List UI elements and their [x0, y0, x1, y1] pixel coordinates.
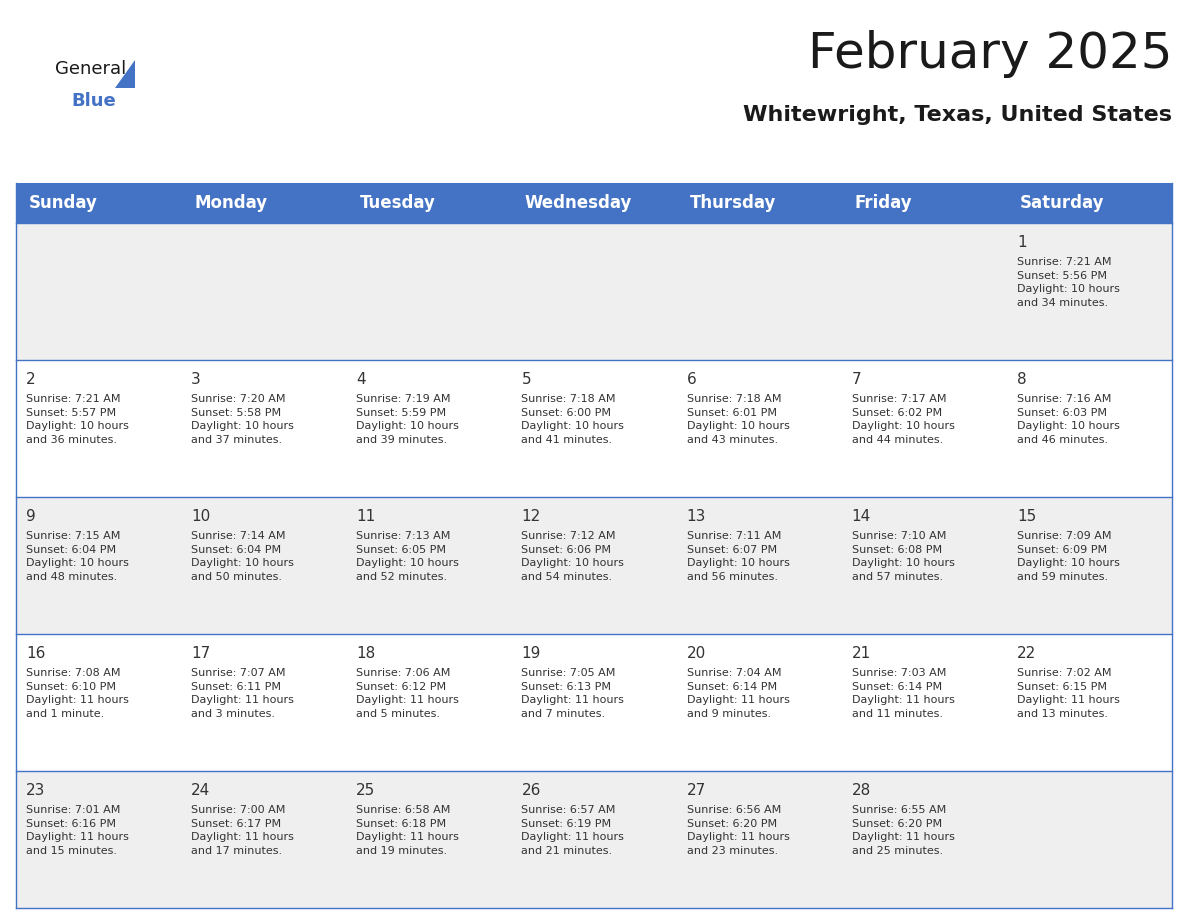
Text: 11: 11: [356, 509, 375, 524]
Text: Blue: Blue: [71, 92, 115, 110]
FancyBboxPatch shape: [15, 360, 1173, 497]
Text: Sunrise: 7:18 AM
Sunset: 6:00 PM
Daylight: 10 hours
and 41 minutes.: Sunrise: 7:18 AM Sunset: 6:00 PM Dayligh…: [522, 394, 625, 445]
Text: Sunrise: 7:09 AM
Sunset: 6:09 PM
Daylight: 10 hours
and 59 minutes.: Sunrise: 7:09 AM Sunset: 6:09 PM Dayligh…: [1017, 531, 1120, 582]
Text: Sunrise: 6:57 AM
Sunset: 6:19 PM
Daylight: 11 hours
and 21 minutes.: Sunrise: 6:57 AM Sunset: 6:19 PM Dayligh…: [522, 805, 625, 856]
Text: 9: 9: [26, 509, 36, 524]
Text: February 2025: February 2025: [808, 30, 1173, 78]
Text: Sunrise: 7:05 AM
Sunset: 6:13 PM
Daylight: 11 hours
and 7 minutes.: Sunrise: 7:05 AM Sunset: 6:13 PM Dayligh…: [522, 668, 625, 719]
Text: 10: 10: [191, 509, 210, 524]
Text: 26: 26: [522, 783, 541, 798]
Text: 1: 1: [1017, 235, 1026, 250]
Text: Sunrise: 7:10 AM
Sunset: 6:08 PM
Daylight: 10 hours
and 57 minutes.: Sunrise: 7:10 AM Sunset: 6:08 PM Dayligh…: [852, 531, 955, 582]
Text: Sunrise: 7:20 AM
Sunset: 5:58 PM
Daylight: 10 hours
and 37 minutes.: Sunrise: 7:20 AM Sunset: 5:58 PM Dayligh…: [191, 394, 293, 445]
Text: 20: 20: [687, 646, 706, 661]
Text: Sunrise: 7:15 AM
Sunset: 6:04 PM
Daylight: 10 hours
and 48 minutes.: Sunrise: 7:15 AM Sunset: 6:04 PM Dayligh…: [26, 531, 128, 582]
Text: General: General: [55, 60, 126, 78]
Text: Monday: Monday: [195, 194, 267, 212]
Text: 5: 5: [522, 372, 531, 387]
FancyBboxPatch shape: [15, 634, 1173, 771]
Text: Sunrise: 7:04 AM
Sunset: 6:14 PM
Daylight: 11 hours
and 9 minutes.: Sunrise: 7:04 AM Sunset: 6:14 PM Dayligh…: [687, 668, 790, 719]
Text: 19: 19: [522, 646, 541, 661]
Text: 14: 14: [852, 509, 871, 524]
Text: 13: 13: [687, 509, 706, 524]
Text: 25: 25: [356, 783, 375, 798]
Text: Sunrise: 7:01 AM
Sunset: 6:16 PM
Daylight: 11 hours
and 15 minutes.: Sunrise: 7:01 AM Sunset: 6:16 PM Dayligh…: [26, 805, 128, 856]
Text: 18: 18: [356, 646, 375, 661]
Text: Wednesday: Wednesday: [525, 194, 632, 212]
Text: Saturday: Saturday: [1020, 194, 1105, 212]
Text: 4: 4: [356, 372, 366, 387]
Text: Sunrise: 7:03 AM
Sunset: 6:14 PM
Daylight: 11 hours
and 11 minutes.: Sunrise: 7:03 AM Sunset: 6:14 PM Dayligh…: [852, 668, 955, 719]
Text: Sunrise: 7:07 AM
Sunset: 6:11 PM
Daylight: 11 hours
and 3 minutes.: Sunrise: 7:07 AM Sunset: 6:11 PM Dayligh…: [191, 668, 293, 719]
Text: Tuesday: Tuesday: [360, 194, 435, 212]
Text: 22: 22: [1017, 646, 1036, 661]
FancyBboxPatch shape: [15, 183, 1173, 223]
Text: Sunrise: 7:12 AM
Sunset: 6:06 PM
Daylight: 10 hours
and 54 minutes.: Sunrise: 7:12 AM Sunset: 6:06 PM Dayligh…: [522, 531, 625, 582]
Text: 7: 7: [852, 372, 861, 387]
Text: 12: 12: [522, 509, 541, 524]
Text: 23: 23: [26, 783, 45, 798]
Text: Sunrise: 7:13 AM
Sunset: 6:05 PM
Daylight: 10 hours
and 52 minutes.: Sunrise: 7:13 AM Sunset: 6:05 PM Dayligh…: [356, 531, 459, 582]
Text: Sunrise: 7:06 AM
Sunset: 6:12 PM
Daylight: 11 hours
and 5 minutes.: Sunrise: 7:06 AM Sunset: 6:12 PM Dayligh…: [356, 668, 459, 719]
Text: 16: 16: [26, 646, 45, 661]
Text: Friday: Friday: [855, 194, 912, 212]
Text: Sunrise: 7:18 AM
Sunset: 6:01 PM
Daylight: 10 hours
and 43 minutes.: Sunrise: 7:18 AM Sunset: 6:01 PM Dayligh…: [687, 394, 790, 445]
Text: Sunrise: 6:56 AM
Sunset: 6:20 PM
Daylight: 11 hours
and 23 minutes.: Sunrise: 6:56 AM Sunset: 6:20 PM Dayligh…: [687, 805, 790, 856]
FancyBboxPatch shape: [15, 497, 1173, 634]
Text: 28: 28: [852, 783, 871, 798]
Text: Sunrise: 7:16 AM
Sunset: 6:03 PM
Daylight: 10 hours
and 46 minutes.: Sunrise: 7:16 AM Sunset: 6:03 PM Dayligh…: [1017, 394, 1120, 445]
Text: 15: 15: [1017, 509, 1036, 524]
Text: Sunday: Sunday: [30, 194, 99, 212]
Text: Sunrise: 7:21 AM
Sunset: 5:56 PM
Daylight: 10 hours
and 34 minutes.: Sunrise: 7:21 AM Sunset: 5:56 PM Dayligh…: [1017, 257, 1120, 308]
Text: Sunrise: 7:11 AM
Sunset: 6:07 PM
Daylight: 10 hours
and 56 minutes.: Sunrise: 7:11 AM Sunset: 6:07 PM Dayligh…: [687, 531, 790, 582]
Text: Whitewright, Texas, United States: Whitewright, Texas, United States: [742, 105, 1173, 125]
Text: 2: 2: [26, 372, 36, 387]
Text: Sunrise: 7:08 AM
Sunset: 6:10 PM
Daylight: 11 hours
and 1 minute.: Sunrise: 7:08 AM Sunset: 6:10 PM Dayligh…: [26, 668, 128, 719]
Text: 24: 24: [191, 783, 210, 798]
Text: 3: 3: [191, 372, 201, 387]
Text: Thursday: Thursday: [690, 194, 776, 212]
Polygon shape: [115, 60, 135, 88]
Text: Sunrise: 7:02 AM
Sunset: 6:15 PM
Daylight: 11 hours
and 13 minutes.: Sunrise: 7:02 AM Sunset: 6:15 PM Dayligh…: [1017, 668, 1120, 719]
Text: Sunrise: 7:21 AM
Sunset: 5:57 PM
Daylight: 10 hours
and 36 minutes.: Sunrise: 7:21 AM Sunset: 5:57 PM Dayligh…: [26, 394, 128, 445]
Text: 8: 8: [1017, 372, 1026, 387]
Text: 6: 6: [687, 372, 696, 387]
Text: Sunrise: 7:19 AM
Sunset: 5:59 PM
Daylight: 10 hours
and 39 minutes.: Sunrise: 7:19 AM Sunset: 5:59 PM Dayligh…: [356, 394, 459, 445]
FancyBboxPatch shape: [15, 771, 1173, 908]
Text: Sunrise: 6:58 AM
Sunset: 6:18 PM
Daylight: 11 hours
and 19 minutes.: Sunrise: 6:58 AM Sunset: 6:18 PM Dayligh…: [356, 805, 459, 856]
Text: Sunrise: 6:55 AM
Sunset: 6:20 PM
Daylight: 11 hours
and 25 minutes.: Sunrise: 6:55 AM Sunset: 6:20 PM Dayligh…: [852, 805, 955, 856]
Text: 21: 21: [852, 646, 871, 661]
Text: Sunrise: 7:14 AM
Sunset: 6:04 PM
Daylight: 10 hours
and 50 minutes.: Sunrise: 7:14 AM Sunset: 6:04 PM Dayligh…: [191, 531, 293, 582]
Text: Sunrise: 7:17 AM
Sunset: 6:02 PM
Daylight: 10 hours
and 44 minutes.: Sunrise: 7:17 AM Sunset: 6:02 PM Dayligh…: [852, 394, 955, 445]
Text: 27: 27: [687, 783, 706, 798]
Text: 17: 17: [191, 646, 210, 661]
Text: Sunrise: 7:00 AM
Sunset: 6:17 PM
Daylight: 11 hours
and 17 minutes.: Sunrise: 7:00 AM Sunset: 6:17 PM Dayligh…: [191, 805, 293, 856]
FancyBboxPatch shape: [15, 223, 1173, 360]
